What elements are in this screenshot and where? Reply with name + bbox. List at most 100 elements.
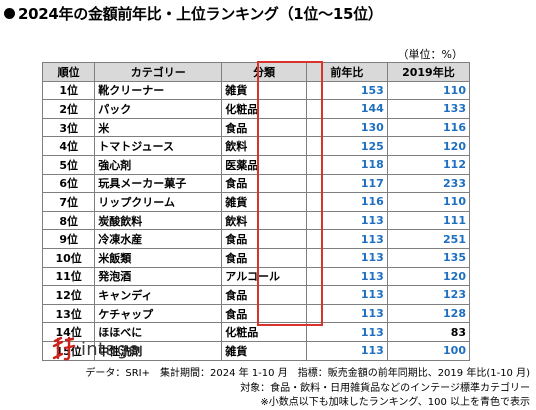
row-vs2019: 110 [386,80,471,101]
table-row: 15位 中性洗剤 雑貨 113 100 [41,340,471,361]
row-class: 食品 [221,285,307,305]
row-yoy: 113 [305,229,388,249]
row-rank: 10位 [41,247,96,268]
row-category: 靴クリーナー [94,80,223,101]
row-class: アルコール [221,266,307,287]
table-header-row: 順位 カテゴリー 分類 前年比 2019年比 [41,62,471,82]
page-title-text: 2024年の金額前年比・上位ランキング（1位～15位） [18,5,383,23]
row-yoy: 125 [305,136,388,156]
row-vs2019: 120 [386,136,471,156]
row-yoy: 118 [305,154,388,175]
table-row: 10位 米飯類 食品 113 135 [41,247,471,268]
row-yoy: 113 [305,285,388,305]
row-vs2019: 128 [386,303,471,324]
row-yoy: 113 [305,247,388,268]
intage-logo: intage [52,336,140,362]
row-yoy: 113 [305,322,388,342]
table-row: 2位 パック 化粧品 144 133 [41,99,471,119]
table-row: 4位 トマトジュース 飲料 125 120 [41,136,471,156]
row-vs2019: 111 [386,210,471,231]
unit-note: （単位：%） [397,48,463,61]
row-vs2019: 135 [386,247,471,268]
row-vs2019: 120 [386,266,471,287]
row-rank: 6位 [41,173,96,194]
row-rank: 2位 [41,99,96,119]
table-row: 13位 ケチャップ 食品 113 128 [41,303,471,324]
row-yoy: 113 [305,266,388,287]
table-row: 5位 強心剤 医薬品 118 112 [41,154,471,175]
footnote-target: 対象：食品・飲料・日用雑貨品などのインテージ標準カテゴリー [240,383,530,394]
row-category: パック [94,99,223,119]
row-rank: 9位 [41,229,96,249]
row-rank: 11位 [41,266,96,287]
header-class: 分類 [221,62,307,82]
row-category: 発泡酒 [94,266,223,287]
table-row: 1位 靴クリーナー 雑貨 153 110 [41,80,471,101]
row-vs2019: 83 [386,322,471,342]
row-vs2019: 116 [386,117,471,138]
row-class: 飲料 [221,210,307,231]
row-rank: 3位 [41,117,96,138]
table-row: 9位 冷凍水産 食品 113 251 [41,229,471,249]
header-rank: 順位 [41,62,96,82]
row-class: 医薬品 [221,154,307,175]
intage-logo-icon [52,336,76,361]
row-category: 冷凍水産 [94,229,223,249]
row-class: 食品 [221,247,307,268]
row-class: 化粧品 [221,99,307,119]
row-class: 食品 [221,303,307,324]
row-class: 雑貨 [221,192,307,212]
bullet-icon [4,8,15,19]
table-row: 12位 キャンディ 食品 113 123 [41,285,471,305]
row-rank: 7位 [41,192,96,212]
row-category: 炭酸飲料 [94,210,223,231]
row-category: キャンディ [94,285,223,305]
row-yoy: 130 [305,117,388,138]
row-category: 中性洗剤 [94,340,223,361]
row-category: ほほべに [94,322,223,342]
row-yoy: 113 [305,303,388,324]
row-category: 米飯類 [94,247,223,268]
row-class: 雑貨 [221,80,307,101]
row-class: 食品 [221,173,307,194]
row-class: 雑貨 [221,340,307,361]
row-rank: 4位 [41,136,96,156]
header-category: カテゴリー [94,62,223,82]
row-class: 食品 [221,229,307,249]
row-rank: 5位 [41,154,96,175]
table-row: 11位 発泡酒 アルコール 113 120 [41,266,471,287]
table-row: 8位 炭酸飲料 飲料 113 111 [41,210,471,231]
table-row: 6位 玩具メーカー菓子 食品 117 233 [41,173,471,194]
page-title: 2024年の金額前年比・上位ランキング（1位～15位） [4,3,383,24]
row-rank: 1位 [41,80,96,101]
row-yoy: 116 [305,192,388,212]
row-category: リップクリーム [94,192,223,212]
table-row: 3位米食品 130 116 [41,117,471,138]
row-yoy: 153 [305,80,388,101]
row-category: 玩具メーカー菓子 [94,173,223,194]
row-yoy: 144 [305,99,388,119]
footnote-data-source: データ：SRI+ 集計期間：2024 年 1-10 月 指標：販売金額の前年同期… [85,368,530,379]
row-category: 米 [94,117,223,138]
ranking-table: 順位 カテゴリー 分類 前年比 2019年比 1位 靴クリーナー 雑貨 153 110 … [41,62,471,361]
row-vs2019: 251 [386,229,471,249]
header-yoy: 前年比 [305,62,388,82]
row-vs2019: 123 [386,285,471,305]
intage-logo-text: intage [81,338,140,360]
row-vs2019: 233 [386,173,471,194]
row-class: 飲料 [221,136,307,156]
row-rank: 13位 [41,303,96,324]
row-vs2019: 133 [386,99,471,119]
table-row: 7位 リップクリーム 雑貨 116 110 [41,192,471,212]
header-vs2019: 2019年比 [386,62,471,82]
table-row: 14位 ほほべに 化粧品 113 83 [41,322,471,342]
row-vs2019: 110 [386,192,471,212]
row-yoy: 117 [305,173,388,194]
row-vs2019: 100 [386,340,471,361]
row-category: 強心剤 [94,154,223,175]
row-yoy: 113 [305,210,388,231]
row-vs2019: 112 [386,154,471,175]
row-rank: 8位 [41,210,96,231]
row-category: ケチャップ [94,303,223,324]
row-class: 食品 [221,117,307,138]
